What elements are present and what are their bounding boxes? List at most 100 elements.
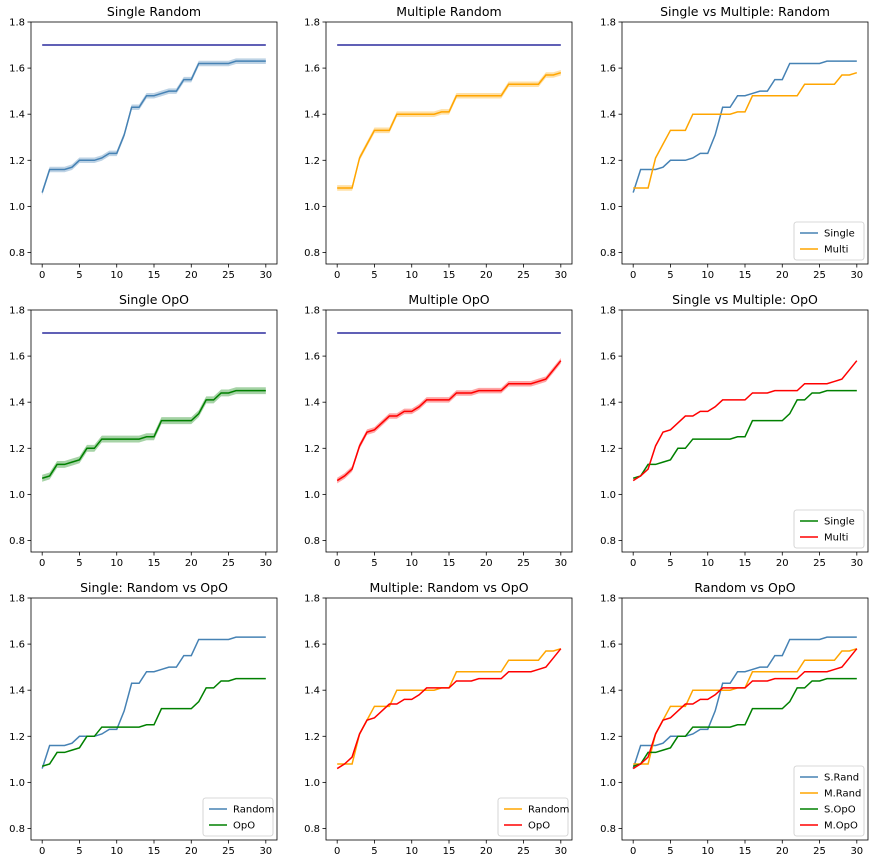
y-tick-label: 0.8: [600, 536, 616, 547]
legend-box: [793, 221, 865, 261]
x-tick-label: 10: [701, 270, 714, 281]
axes-frame: [30, 21, 278, 265]
x-tick-label: 0: [334, 558, 340, 569]
subplot-3: Single vs Multiple: Random 0 5 10 15 20 25 30 0.…: [600, 4, 869, 281]
legend-label: OpO: [528, 821, 550, 832]
y-tick-label: 1.2: [600, 732, 616, 743]
y-tick-label: 1.8: [304, 306, 320, 317]
y-tick-label: 1.4: [9, 686, 25, 697]
y-tick-label: 1.2: [9, 732, 25, 743]
legend-label: S.Rand: [824, 773, 859, 784]
x-tick-label: 30: [850, 558, 863, 569]
y-tick-label: 0.8: [304, 536, 320, 547]
x-tick-label: 10: [701, 558, 714, 569]
series-line-mrand: [337, 71, 562, 189]
series-line-sopo: [632, 677, 857, 767]
subplot-2: Multiple Random 0 5 10 15 20 25 30 0.8 1.0 1.2 1.4 1…: [304, 4, 573, 281]
series-line-srand: [41, 60, 266, 193]
y-tick-label: 1.8: [9, 18, 25, 29]
y-tick-label: 1.6: [9, 640, 25, 651]
x-tick-label: 20: [185, 558, 198, 569]
subplot-title: Single OpO: [119, 292, 189, 307]
subplot-title: Random vs OpO: [694, 580, 795, 595]
y-tick-label: 1.4: [600, 398, 616, 409]
y-tick-label: 1.4: [600, 686, 616, 697]
x-tick-label: 20: [480, 558, 493, 569]
y-tick-label: 0.8: [600, 824, 616, 835]
axes-frame: [325, 309, 573, 553]
subplot-1: Single Random 0 5 10 15 20 25 30 0.8 1.0 1.2 1.4 1.6…: [9, 4, 278, 281]
x-tick-label: 20: [480, 270, 493, 281]
y-tick-label: 1.2: [304, 156, 320, 167]
x-tick-label: 20: [480, 846, 493, 857]
x-tick-label: 25: [813, 558, 826, 569]
y-tick-label: 0.8: [304, 824, 320, 835]
legend-label: M.Rand: [824, 789, 861, 800]
y-tick-label: 1.0: [9, 202, 25, 213]
y-tick-label: 1.0: [600, 490, 616, 501]
x-tick-label: 10: [110, 270, 123, 281]
y-tick-label: 1.4: [304, 686, 320, 697]
subplot-title: Single: Random vs OpO: [80, 580, 228, 595]
x-tick-label: 5: [371, 846, 377, 857]
y-tick-label: 0.8: [304, 248, 320, 259]
x-tick-label: 30: [554, 558, 567, 569]
x-tick-label: 25: [517, 270, 530, 281]
x-tick-label: 20: [776, 846, 789, 857]
legend-box: [202, 797, 274, 837]
y-tick-label: 1.6: [600, 352, 616, 363]
series-line-srand: [632, 60, 857, 193]
x-tick-label: 0: [630, 558, 636, 569]
legend-label: OpO: [233, 821, 255, 832]
subplot-7: Single: Random vs OpO 0 5 10 15 20 25 30 0.8 1.0 1…: [9, 580, 278, 857]
subplot-5: Multiple OpO 0 5 10 15 20 25 30 0.8 1.0 1.2 1.4 1.6 1…: [304, 292, 573, 569]
legend-label: Single: [824, 229, 855, 240]
y-tick-label: 1.4: [304, 110, 320, 121]
y-tick-label: 1.2: [304, 732, 320, 743]
y-tick-label: 1.0: [304, 490, 320, 501]
y-tick-label: 1.6: [304, 640, 320, 651]
series-line-mopo: [632, 360, 858, 482]
y-tick-label: 1.4: [9, 398, 25, 409]
x-tick-label: 25: [222, 846, 235, 857]
x-tick-label: 0: [39, 846, 45, 857]
y-tick-label: 0.8: [9, 248, 25, 259]
y-tick-label: 1.8: [600, 594, 616, 605]
x-tick-label: 20: [185, 846, 198, 857]
y-tick-label: 1.4: [9, 110, 25, 121]
y-tick-label: 1.8: [600, 306, 616, 317]
x-tick-label: 10: [701, 846, 714, 857]
subplot-title: Multiple Random: [396, 4, 501, 19]
y-tick-label: 1.8: [304, 18, 320, 29]
series-line-mopo: [336, 648, 562, 770]
y-tick-label: 1.0: [304, 778, 320, 789]
x-tick-label: 25: [517, 846, 530, 857]
x-tick-label: 5: [371, 558, 377, 569]
x-tick-label: 15: [443, 270, 456, 281]
x-tick-label: 20: [185, 270, 198, 281]
x-tick-label: 5: [76, 846, 82, 857]
x-tick-label: 15: [739, 558, 752, 569]
x-tick-label: 15: [148, 558, 161, 569]
y-tick-label: 0.8: [9, 824, 25, 835]
y-tick-label: 1.2: [304, 444, 320, 455]
y-tick-label: 1.2: [600, 444, 616, 455]
legend-box: [793, 765, 865, 837]
x-tick-label: 15: [148, 846, 161, 857]
subplot-title: Multiple: Random vs OpO: [369, 580, 528, 595]
x-tick-label: 0: [334, 270, 340, 281]
subplot-title: Multiple OpO: [408, 292, 489, 307]
subplot-9: Random vs OpO 0 5 10 15 20 25 30 0.8 1.0 1.2 1.4 1.6…: [600, 580, 869, 857]
axes-frame: [325, 21, 573, 265]
x-tick-label: 10: [110, 846, 123, 857]
series-line-sopo: [632, 389, 857, 479]
series-band-mopo: [337, 357, 561, 484]
y-tick-label: 1.0: [9, 778, 25, 789]
x-tick-label: 5: [76, 270, 82, 281]
x-tick-label: 25: [517, 558, 530, 569]
axes-frame: [30, 309, 278, 553]
subplot-title: Single vs Multiple: Random: [660, 4, 830, 19]
subplot-4: Single OpO 0 5 10 15 20 25 30 0.8 1.0 1.2 1.4 1.6 1.8: [9, 292, 278, 569]
x-tick-label: 30: [554, 846, 567, 857]
x-tick-label: 20: [776, 558, 789, 569]
